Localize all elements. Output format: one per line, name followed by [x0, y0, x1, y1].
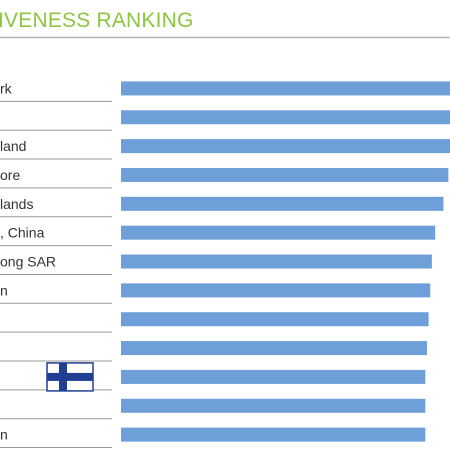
chart-title: IVENESS RANKING — [0, 9, 194, 32]
ranking-bar — [121, 283, 431, 298]
ranking-bar — [121, 254, 432, 269]
category-label: lands — [0, 196, 33, 212]
finland-flag-icon — [46, 362, 94, 392]
category-label: n — [0, 427, 8, 443]
ranking-bar — [121, 81, 450, 96]
category-label: rk — [0, 80, 13, 96]
category-label: n — [0, 282, 8, 298]
ranking-bar — [121, 341, 427, 356]
category-label: ong SAR — [0, 254, 56, 270]
ranking-bar — [121, 110, 450, 125]
ranking-bar — [121, 139, 450, 154]
ranking-bar — [121, 225, 436, 240]
category-label: land — [0, 138, 26, 154]
ranking-bar — [121, 427, 426, 442]
ranking-bar — [121, 369, 426, 384]
ranking-bar — [121, 167, 449, 182]
ranking-bar — [121, 312, 429, 327]
ranking-bar — [121, 398, 426, 413]
category-label: , China — [0, 225, 45, 241]
category-label: ore — [0, 167, 20, 183]
ranking-bar — [121, 196, 444, 211]
